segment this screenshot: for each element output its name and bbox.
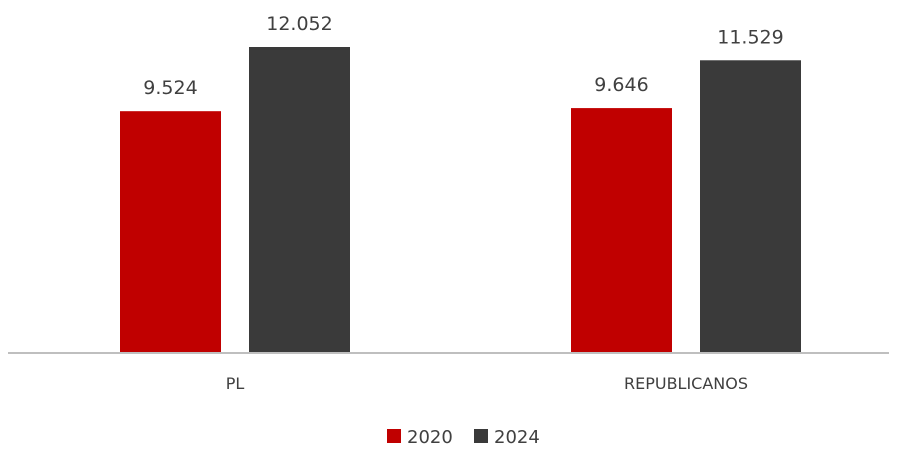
data-label-2020-republicanos: 9.646 [594,74,648,96]
category-label-republicanos: REPUBLICANOS [624,374,748,393]
bar-2024-republicanos [700,60,801,353]
bar-2024-pl [249,47,350,353]
legend-label-2020: 2020 [407,427,453,448]
legend-label-2024: 2024 [494,427,540,448]
category-label-pl: PL [226,374,245,393]
legend-item-2024: 2024 [474,427,540,448]
legend-swatch-2024 [474,429,488,443]
data-labels-layer: 9.524 12.052 9.646 11.529 [143,13,783,99]
bar-2020-pl [120,111,221,354]
category-labels-layer: PL REPUBLICANOS [226,374,748,393]
data-label-2020-pl: 9.524 [143,77,197,99]
bars-layer [120,47,801,354]
legend-swatch-2020 [387,429,401,443]
data-label-2024-pl: 12.052 [266,13,332,35]
data-label-2024-republicanos: 11.529 [717,26,783,48]
bar-2020-republicanos [571,108,672,353]
legend: 2020 2024 [387,427,540,448]
legend-item-2020: 2020 [387,427,453,448]
